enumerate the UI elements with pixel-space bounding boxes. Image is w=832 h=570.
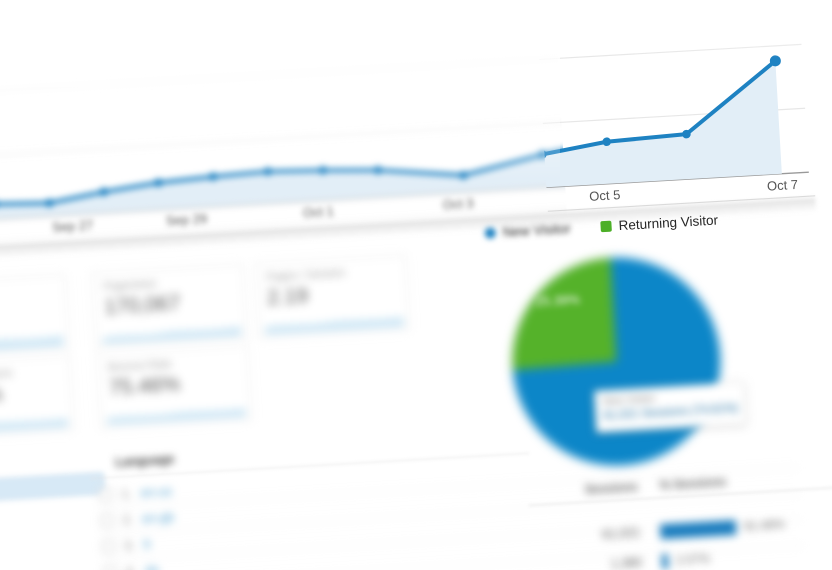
- data-point-dot: [373, 165, 382, 174]
- data-point-dot: [459, 170, 468, 179]
- data-point-dot: [682, 130, 691, 139]
- metric-value: 170,067: [103, 291, 181, 319]
- language-link[interactable]: de: [145, 563, 160, 570]
- x-tick-label: Oct 3: [442, 195, 474, 213]
- grid-line: [0, 44, 801, 92]
- data-point-dot: [263, 167, 272, 176]
- data-point-dot: [682, 130, 691, 139]
- sessions-bar: [661, 553, 669, 569]
- data-point-dot: [99, 187, 108, 196]
- data-point-dot: [538, 150, 547, 159]
- sessions-percent: 2.07%: [675, 551, 711, 568]
- row-checkbox[interactable]: [103, 565, 118, 570]
- metric-value: 81,667: [0, 299, 57, 330]
- metric-card-pageviews[interactable]: Pageviews 170,067: [91, 263, 248, 349]
- new-visitor-swatch-icon: [484, 227, 497, 239]
- metric-value: 75.46%: [108, 372, 181, 400]
- row-number: 3.: [123, 538, 136, 553]
- data-point-dot: [459, 170, 468, 179]
- metric-value: 2.19: [266, 284, 309, 310]
- metric-value: 74.99%: [0, 382, 4, 411]
- data-point-dot: [154, 178, 163, 187]
- data-point-dot: [263, 167, 272, 176]
- sessions-value: 1,380: [610, 555, 643, 570]
- metric-card-bounce-rate[interactable]: Bounce Rate 75.46%: [96, 344, 253, 430]
- returning-visitor-swatch-icon: [600, 220, 612, 233]
- data-point-dot: [602, 137, 611, 146]
- metric-card-pages-per-session[interactable]: Pages / Session 2.19: [254, 254, 411, 340]
- pie-slice-returning-visitor: [512, 257, 617, 371]
- sparkline-chart: [264, 316, 405, 335]
- row-number: 1.: [120, 486, 133, 501]
- row-number: 2.: [122, 512, 134, 527]
- row-number: 4.: [125, 564, 136, 570]
- pie-tooltip: New Visitor 61,021 Sessions (74.61%): [594, 382, 747, 433]
- data-point-dot: [209, 172, 218, 181]
- data-point-dot: [770, 55, 782, 67]
- data-point-dot: [45, 198, 54, 207]
- data-point-dot: [154, 178, 163, 187]
- data-point-dot: [770, 55, 782, 67]
- sessions-value: 61,021: [601, 525, 641, 542]
- grid-line: [0, 44, 801, 92]
- metric-card-sessions[interactable]: Sessions 81,667: [0, 274, 70, 359]
- sparkline-chart: [106, 407, 246, 425]
- x-tick-label: Sep 29: [165, 210, 208, 229]
- sessions-line: [0, 61, 781, 206]
- grid-line: [0, 108, 805, 156]
- sessions-area-fill: [0, 61, 782, 219]
- data-point-dot: [45, 198, 54, 207]
- x-tick-label-oct7: Oct 7: [766, 176, 799, 194]
- data-point-dot: [99, 187, 108, 196]
- data-point-dot: [602, 137, 611, 146]
- sparkline-chart: [0, 418, 69, 436]
- sessions-line: [0, 61, 781, 206]
- sparkline-chart: [102, 326, 242, 345]
- x-tick-label-oct5: Oct 5: [588, 187, 621, 204]
- metric-card-new-sessions[interactable]: % New Sessions 74.99%: [0, 354, 75, 440]
- sessions-percent: 91.46%: [743, 517, 786, 534]
- language-link[interactable]: en-us: [140, 483, 173, 500]
- sessions-bar: [659, 519, 737, 539]
- x-tick-label: Sep 27: [51, 217, 94, 235]
- table-filter-chip[interactable]: [0, 472, 106, 501]
- sessions-area-fill: [0, 61, 782, 219]
- grid-line: [0, 108, 805, 156]
- language-link[interactable]: en-gb: [141, 509, 175, 526]
- row-checkbox[interactable]: [100, 513, 115, 528]
- row-checkbox[interactable]: [98, 487, 113, 502]
- data-point-dot: [318, 166, 327, 175]
- language-link[interactable]: fr: [143, 537, 152, 552]
- sparkline-chart: [0, 335, 64, 355]
- data-point-dot: [538, 150, 547, 159]
- data-point-dot: [318, 166, 327, 175]
- dimension-column-header[interactable]: Language: [114, 452, 175, 470]
- data-point-dot: [373, 165, 382, 174]
- x-tick-label: Oct 1: [302, 203, 335, 221]
- data-point-dot: [209, 172, 218, 181]
- row-checkbox[interactable]: [101, 539, 116, 554]
